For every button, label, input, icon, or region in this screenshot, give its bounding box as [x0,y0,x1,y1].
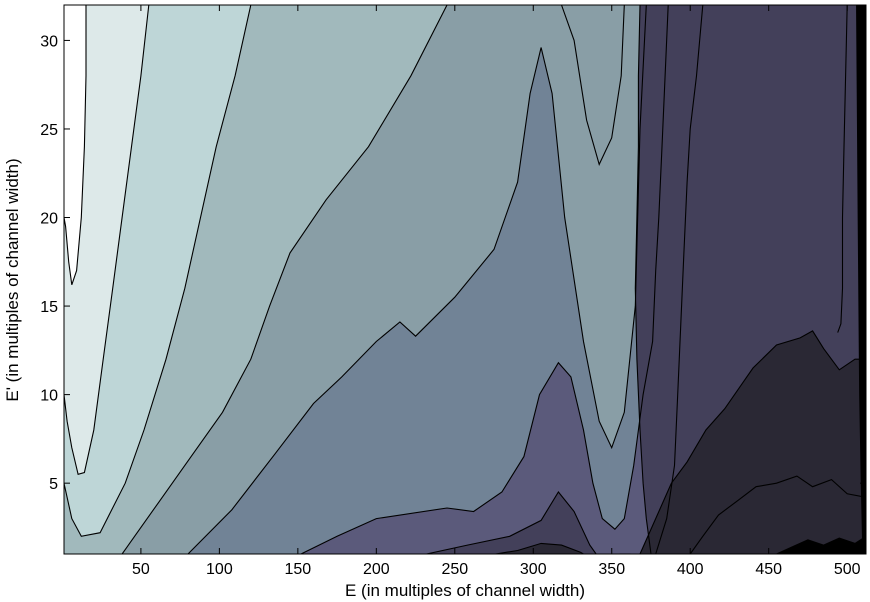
x-axis: 50 100 150 200 250 300 350 400 450 500 [132,5,861,578]
y-tick-label: 20 [40,211,58,228]
contour-line-15 [776,535,866,554]
contour-band-9 [776,536,866,554]
y-tick-label: 15 [40,299,58,316]
contour-line-13 [655,5,704,554]
plot-area [64,5,870,559]
contour-band-8 [640,330,866,554]
x-tick-label: 50 [132,561,150,578]
y-axis: 5 10 15 20 25 30 [40,33,866,493]
contour-line-8 [634,5,652,554]
x-axis-label: E (in multiples of channel width) [345,581,585,600]
x-tick-label: 250 [441,561,468,578]
contour-band-9 [856,5,866,554]
y-axis-label: E' (in multiples of channel width) [3,158,22,401]
contour-band-4 [561,5,625,165]
x-tick-label: 400 [677,561,704,578]
contour-band-9 [620,554,870,559]
contour-line-12 [639,330,866,554]
x-tick-label: 150 [284,561,311,578]
x-tick-label: 450 [755,561,782,578]
contour-line-3 [121,5,448,554]
plot-frame [63,4,867,555]
x-tick-label: 100 [206,561,233,578]
contour-line-5 [560,5,625,166]
contour-lines [64,5,866,554]
y-tick-label: 25 [40,122,58,139]
x-tick-label: 500 [834,561,861,578]
x-tick-label: 300 [520,561,547,578]
contour-line-6 [300,5,669,554]
y-tick-label: 30 [40,33,58,50]
contour-line-7 [426,491,597,554]
contour-line-2 [64,5,252,537]
contour-band-8 [495,543,584,554]
y-tick-label: 10 [40,388,58,405]
contour-line-9 [495,542,584,554]
y-tick-label: 5 [49,476,58,493]
contour-line-11 [689,475,866,554]
contour-line-16 [856,5,864,554]
contour-line-4 [64,5,647,554]
contour-line-14 [837,5,848,333]
x-tick-label: 350 [598,561,625,578]
x-tick-label: 200 [363,561,390,578]
contour-line-1 [64,5,150,475]
contour-line-0 [64,5,87,285]
contour-fills [64,5,870,559]
contour-band-7 [426,492,597,554]
